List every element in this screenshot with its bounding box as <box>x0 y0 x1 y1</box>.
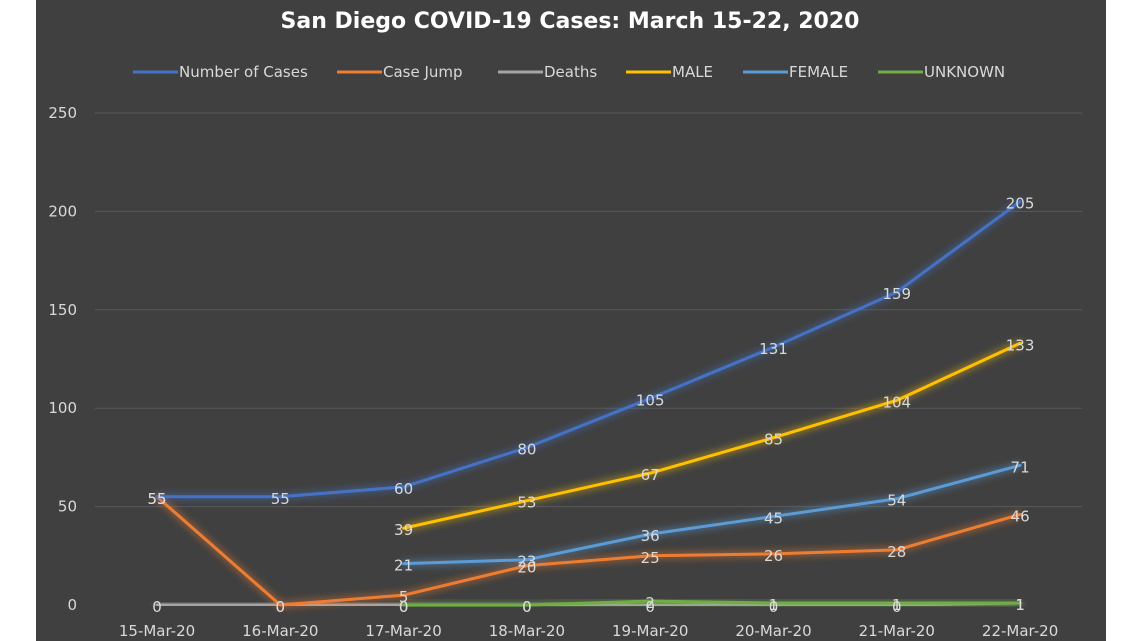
data-label: 104 <box>882 393 911 411</box>
x-tick-label: 15-Mar-20 <box>119 622 195 640</box>
series-line <box>155 200 1022 499</box>
y-tick-label: 0 <box>67 596 77 614</box>
data-label: 0 <box>399 598 409 616</box>
legend-label: Deaths <box>544 63 597 81</box>
data-label: 45 <box>764 509 783 527</box>
y-tick-label: 50 <box>58 498 77 516</box>
data-label: 0 <box>399 598 409 616</box>
data-label: 0 <box>645 598 655 616</box>
data-label: 0 <box>522 598 532 616</box>
legend-item: UNKNOWN <box>878 63 1005 81</box>
data-label: 36 <box>641 527 660 545</box>
legend-label: FEMALE <box>789 63 848 81</box>
data-label: 2 <box>645 594 655 612</box>
data-label: 133 <box>1006 336 1035 354</box>
data-label: 23 <box>517 553 536 571</box>
x-tick-label: 19-Mar-20 <box>612 622 688 640</box>
series-line <box>155 601 1022 607</box>
x-tick-label: 22-Mar-20 <box>982 622 1058 640</box>
data-label: 39 <box>394 521 413 539</box>
data-label: 71 <box>1011 458 1030 476</box>
data-label: 0 <box>276 598 286 616</box>
series-line <box>402 341 1022 530</box>
chart-title: San Diego COVID-19 Cases: March 15-22, 2… <box>281 9 860 34</box>
y-tick-label: 150 <box>48 301 77 319</box>
data-label: 85 <box>764 431 783 449</box>
legend-item: Number of Cases <box>133 63 308 81</box>
data-label: 1 <box>1015 596 1025 614</box>
x-tick-label: 16-Mar-20 <box>242 622 318 640</box>
data-label: 60 <box>394 480 413 498</box>
data-label: 28 <box>887 543 906 561</box>
x-axis-ticks: 15-Mar-20 16-Mar-20 17-Mar-20 18-Mar-20 19-M… <box>119 622 1058 640</box>
y-axis-ticks: 0 50 100 150 200 250 <box>48 104 77 614</box>
data-label: 26 <box>764 547 783 565</box>
legend-label: Case Jump <box>383 63 463 81</box>
series-line <box>402 599 1022 607</box>
data-label: 21 <box>394 557 413 575</box>
x-tick-label: 21-Mar-20 <box>859 622 935 640</box>
data-label: 205 <box>1006 195 1035 213</box>
data-label: 0 <box>769 598 779 616</box>
data-label: 53 <box>517 494 536 512</box>
data-label: 5 <box>399 588 409 606</box>
legend-label: Number of Cases <box>179 63 308 81</box>
x-tick-label: 17-Mar-20 <box>365 622 441 640</box>
data-label: 0 <box>276 598 286 616</box>
data-label: 55 <box>271 490 290 508</box>
x-tick-label: 20-Mar-20 <box>735 622 811 640</box>
legend: Number of Cases Case Jump Deaths MALE FEMALE… <box>133 63 1005 81</box>
data-label: 131 <box>759 340 788 358</box>
data-label: 20 <box>517 559 536 577</box>
chart-panel <box>36 0 1106 641</box>
series-line <box>402 463 1022 566</box>
data-label: 1 <box>892 596 902 614</box>
legend-item: Deaths <box>498 63 597 81</box>
gridlines <box>95 112 1082 508</box>
legend-item: FEMALE <box>743 63 848 81</box>
data-label: 105 <box>636 391 665 409</box>
data-label: 55 <box>147 490 166 508</box>
data-label: 0 <box>892 598 902 616</box>
y-tick-label: 200 <box>48 202 77 220</box>
data-label: 1 <box>1015 596 1025 614</box>
data-label: 0 <box>152 598 162 616</box>
legend-item: Case Jump <box>337 63 463 81</box>
data-label: 46 <box>1011 507 1030 525</box>
data-label: 1 <box>769 596 779 614</box>
series-line <box>155 495 1022 607</box>
y-tick-label: 250 <box>48 104 77 122</box>
data-label: 55 <box>147 490 166 508</box>
data-label: 80 <box>517 441 536 459</box>
x-tick-label: 18-Mar-20 <box>489 622 565 640</box>
data-label: 54 <box>887 492 906 510</box>
data-label: 0 <box>522 598 532 616</box>
data-label: 159 <box>882 285 911 303</box>
data-label: 67 <box>641 466 660 484</box>
y-tick-label: 100 <box>48 399 77 417</box>
legend-label: MALE <box>672 63 713 81</box>
legend-item: MALE <box>626 63 713 81</box>
series-lines <box>155 200 1022 607</box>
data-label: 25 <box>641 549 660 567</box>
legend-label: UNKNOWN <box>924 63 1005 81</box>
